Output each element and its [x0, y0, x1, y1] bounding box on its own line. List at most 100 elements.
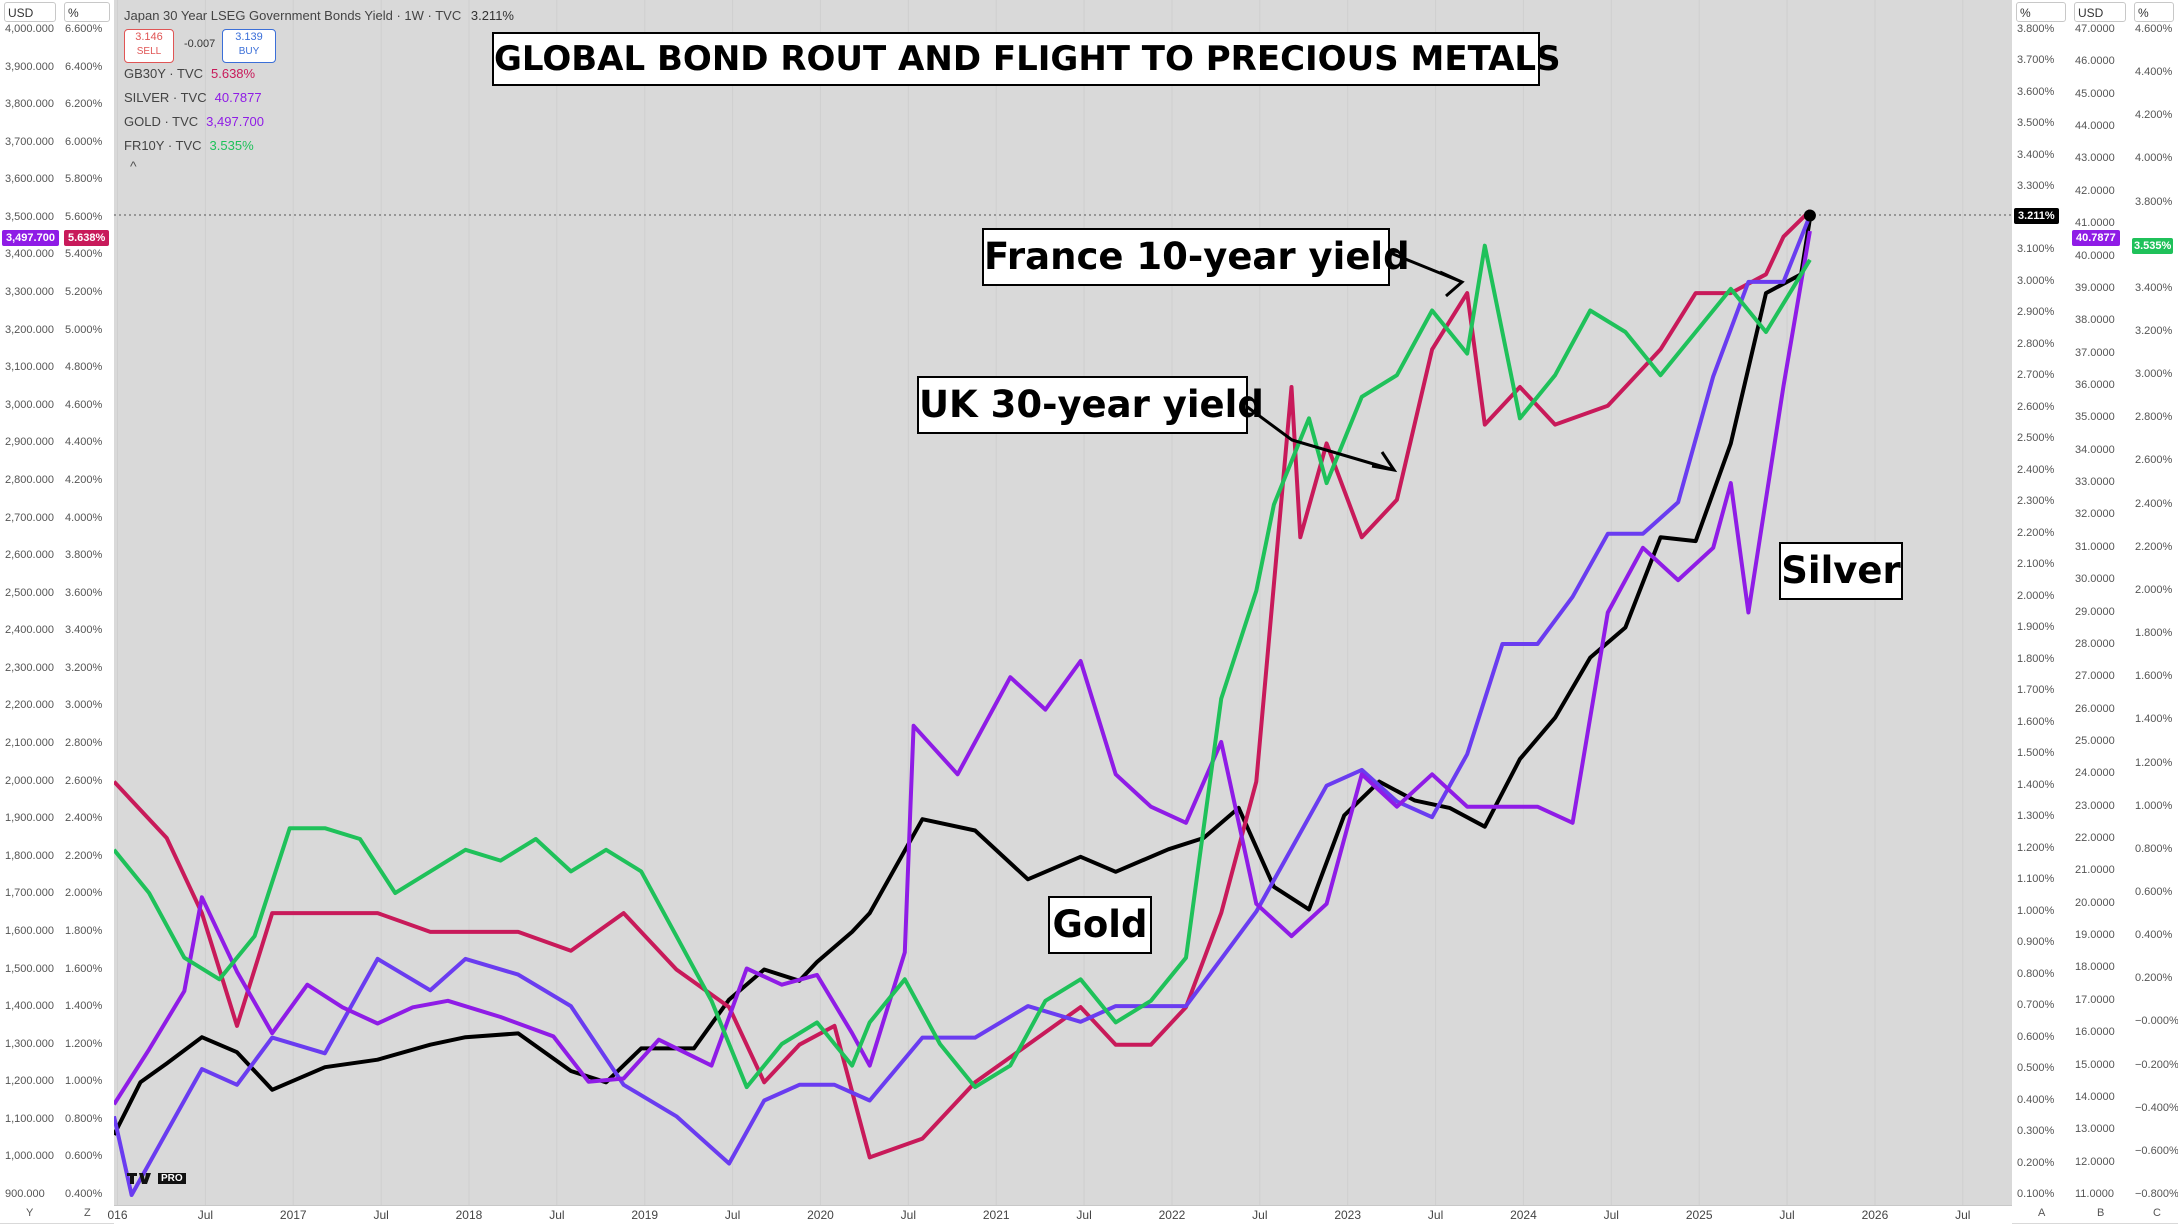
axis-tick-label: 0.900%	[2017, 936, 2055, 949]
axis-tick-label: 3,400.000	[5, 248, 54, 261]
gold-last-price-badge: 3,497.700	[2, 230, 59, 246]
france-axis-unit[interactable]: %	[2134, 2, 2174, 22]
axis-tick-label: 28.0000	[2075, 637, 2115, 650]
axis-tick-label: 2.600%	[2135, 454, 2173, 467]
axis-tick-label: 3.000%	[2135, 368, 2173, 381]
chart-plot-area[interactable]	[114, 0, 2012, 1205]
axis-tick-label: 0.600%	[2017, 1030, 2055, 1043]
silver-last-price-badge: 40.7877	[2072, 230, 2120, 246]
japan-last-yield-badge: 3.211%	[2014, 208, 2059, 224]
axis-tick-label: 5.400%	[65, 248, 103, 261]
gold-price-axis[interactable]: USD 4,000.000 3,900.000 3,800.000 3,700.000…	[0, 0, 61, 1223]
legend-item[interactable]: GOLD · TVC 3,497.700	[124, 110, 514, 134]
axis-tick-label: 2.800%	[65, 737, 103, 750]
corner-z[interactable]: Z	[84, 1207, 91, 1219]
axis-tick-label: 2.000%	[2017, 589, 2055, 602]
axis-tick-label: 1.000%	[2017, 904, 2055, 917]
axis-tick-label: 2,700.000	[5, 511, 54, 524]
axis-tick-label: 3.600%	[65, 586, 103, 599]
axis-tick-label: 1.200%	[65, 1037, 103, 1050]
axis-tick-label: 3.400%	[2017, 148, 2055, 161]
axis-tick-label: 3,000.000	[5, 398, 54, 411]
series-line[interactable]	[114, 230, 1812, 1106]
axis-tick-label: 3.300%	[2017, 180, 2055, 193]
series-line[interactable]	[114, 243, 1812, 1090]
silver-price-axis[interactable]: USD 47.0000 46.0000 45.0000 44.0000 43.0000 4…	[2070, 0, 2131, 1223]
axis-tick-label: 1,500.000	[5, 962, 54, 975]
axis-tick-label: 4.000%	[65, 511, 103, 524]
series-line[interactable]	[114, 214, 1812, 1197]
axis-tick-label: 19.0000	[2075, 929, 2115, 942]
logo-pro-label: PRO	[158, 1172, 186, 1184]
legend-series-list: GB30Y · TVC 5.638% SILVER · TVC 40.7877 GOLD…	[124, 62, 514, 158]
axis-tick-label: 0.200%	[2017, 1156, 2055, 1169]
main-symbol-label[interactable]: Japan 30 Year LSEG Government Bonds Yiel…	[124, 8, 462, 23]
time-tick-label: 2019	[631, 1208, 659, 1222]
axis-tick-label: 1.600%	[2135, 670, 2173, 683]
uk-axis-unit[interactable]: %	[64, 2, 110, 22]
axis-tick-label: 2.000%	[65, 887, 103, 900]
axis-tick-label: 6.000%	[65, 135, 103, 148]
axis-tick-label: 1,100.000	[5, 1112, 54, 1125]
time-tick-label: Jul	[1779, 1208, 1795, 1222]
axis-tick-label: 23.0000	[2075, 799, 2115, 812]
japan-yield-axis[interactable]: % 3.800% 3.700% 3.600% 3.500% 3.400% 3.300% 3.…	[2012, 0, 2071, 1223]
axis-tick-label: 2,200.000	[5, 699, 54, 712]
axis-tick-label: 1.000%	[65, 1075, 103, 1088]
gold-annotation: Gold	[1048, 896, 1152, 954]
gold-axis-currency[interactable]: USD	[4, 2, 56, 22]
corner-b[interactable]: B	[2097, 1207, 2105, 1219]
time-tick-label: Jul	[1603, 1208, 1619, 1222]
axis-tick-label: 2.400%	[2017, 463, 2055, 476]
axis-tick-label: 1,700.000	[5, 887, 54, 900]
axis-tick-label: 4,000.000	[5, 23, 54, 35]
axis-tick-label: 5.800%	[65, 173, 103, 186]
series-line[interactable]	[114, 209, 1812, 1160]
time-tick-label: Jul	[197, 1208, 214, 1222]
collapse-legend-icon[interactable]: ^	[130, 158, 137, 174]
france-yield-axis[interactable]: % 4.600%4.400%4.200%4.000%3.800%3.600%3.…	[2130, 0, 2178, 1223]
axis-tick-label: 1.400%	[65, 1000, 103, 1013]
time-tick-label: 2017	[279, 1208, 307, 1222]
axis-tick-label: 4.200%	[65, 473, 103, 486]
axis-tick-label: 3.400%	[65, 624, 103, 637]
uk-arrow	[1245, 404, 1398, 473]
time-axis[interactable]: 016 Jul 2017 Jul 2018 Jul 2019 Jul 2020 Jul 2021 Ju…	[107, 1205, 2012, 1224]
axis-tick-label: 1.800%	[2017, 652, 2055, 665]
axis-tick-label: 3.600%	[2017, 85, 2055, 98]
axis-tick-label: 1,800.000	[5, 849, 54, 862]
axis-tick-label: 4.400%	[2135, 66, 2173, 79]
legend-value: 40.7877	[214, 90, 262, 105]
axis-tick-label: 2.500%	[2017, 432, 2055, 445]
axis-tick-label: 32.0000	[2075, 508, 2115, 521]
legend-symbol: FR10Y · TVC	[124, 138, 202, 153]
axis-tick-label: 2,800.000	[5, 473, 54, 486]
legend-symbol: GOLD · TVC	[124, 114, 199, 129]
time-tick-label: 2020	[807, 1208, 834, 1222]
sell-button[interactable]: 3.146 SELL	[124, 29, 174, 63]
legend-item[interactable]: FR10Y · TVC 3.535%	[124, 134, 514, 158]
buy-button[interactable]: 3.139 BUY	[222, 29, 276, 63]
series-line[interactable]	[114, 218, 1812, 1136]
corner-a[interactable]: A	[2038, 1207, 2046, 1219]
axis-tick-label: 3.200%	[65, 661, 103, 674]
legend-item[interactable]: GB30Y · TVC 5.638%	[124, 62, 514, 86]
axis-tick-label: 14.0000	[2075, 1090, 2115, 1103]
axis-tick-label: 3.500%	[2017, 117, 2055, 130]
axis-tick-label: 44.0000	[2075, 120, 2115, 133]
axis-tick-label: 1,400.000	[5, 1000, 54, 1013]
axis-tick-label: 13.0000	[2075, 1123, 2115, 1136]
axis-tick-label: 25.0000	[2075, 734, 2115, 747]
corner-c[interactable]: C	[2153, 1207, 2161, 1219]
japan-axis-unit[interactable]: %	[2016, 2, 2066, 22]
uk-yield-axis[interactable]: % 6.600% 6.400% 6.200% 6.000% 5.800% 5.600% 5.…	[60, 0, 115, 1223]
axis-tick-label: 3.200%	[2135, 325, 2173, 338]
spread-value: -0.007	[184, 38, 216, 50]
corner-y[interactable]: Y	[26, 1207, 34, 1219]
silver-axis-currency[interactable]: USD	[2074, 2, 2126, 22]
legend-item[interactable]: SILVER · TVC 40.7877	[124, 86, 514, 110]
axis-tick-label: 6.600%	[65, 23, 103, 35]
axis-tick-label: 3,800.000	[5, 98, 54, 111]
time-tick-label: 2023	[1334, 1208, 1362, 1222]
tradingview-logo-icon	[127, 1173, 151, 1184]
